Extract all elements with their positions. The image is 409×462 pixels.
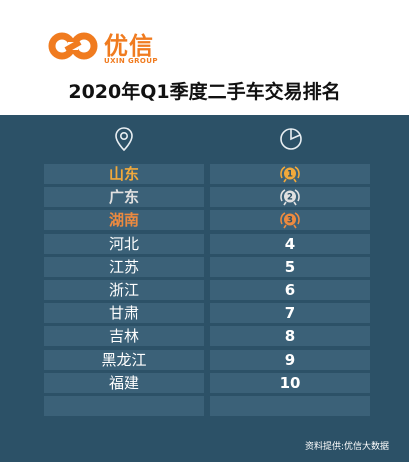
rank-medal-cell: 3: [210, 210, 370, 230]
empty-row-cell: [210, 396, 370, 416]
rank-cell: 9: [210, 350, 370, 370]
header-banner: 优信 UXIN GROUP 2020年Q1季度二手车交易排名: [0, 0, 409, 115]
province-cell: 广东: [44, 187, 204, 207]
data-source-note: 资料提供:优信大数据: [304, 442, 389, 452]
uxin-logo-icon: [48, 32, 98, 60]
province-cell: 浙江: [44, 280, 204, 300]
rank-medal-cell: 1: [210, 164, 370, 184]
rank-cell: 7: [210, 303, 370, 323]
rank-cell: 6: [210, 280, 370, 300]
province-cell: 江苏: [44, 257, 204, 277]
province-cell: 河北: [44, 234, 204, 254]
rank-cell: 8: [210, 326, 370, 346]
bronze-medal-icon: 3: [279, 211, 301, 229]
page-title: 2020年Q1季度二手车交易排名: [68, 81, 341, 103]
province-cell: 湖南: [44, 210, 204, 230]
province-cell: 吉林: [44, 326, 204, 346]
province-cell: 黑龙江: [44, 350, 204, 370]
rank-cell: 5: [210, 257, 370, 277]
province-cell: 甘肃: [44, 303, 204, 323]
gold-medal-icon: 1: [279, 165, 301, 183]
brand-name-cn: 优信: [104, 32, 154, 60]
province-cell: 山东: [44, 164, 204, 184]
brand-name-en: UXIN GROUP: [104, 57, 158, 65]
province-cell: 福建: [44, 373, 204, 393]
silver-medal-icon: 2: [279, 188, 301, 206]
medal-rank-number: 2: [287, 192, 293, 202]
medal-rank-number: 1: [287, 169, 293, 179]
rank-cell: 10: [210, 373, 370, 393]
pie-chart-icon: [276, 124, 306, 154]
rank-cell: 4: [210, 234, 370, 254]
location-pin-icon: [109, 124, 139, 154]
rank-medal-cell: 2: [210, 187, 370, 207]
brand-logo: 优信 UXIN GROUP: [48, 26, 163, 68]
empty-row-cell: [44, 396, 204, 416]
medal-rank-number: 3: [287, 215, 293, 225]
